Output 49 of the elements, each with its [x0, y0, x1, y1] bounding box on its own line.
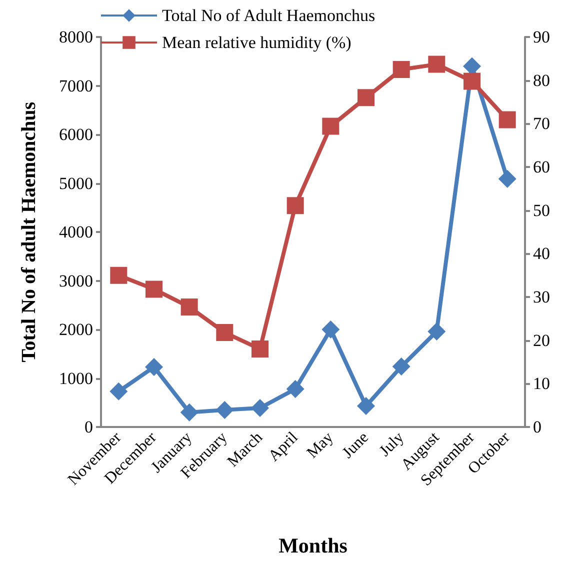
y-tick-label: 2000 [59, 320, 93, 339]
legend-label: Total No of Adult Haemonchus [162, 6, 376, 25]
x-tick-label: July [376, 428, 408, 460]
point [286, 380, 304, 398]
y-tick-label: 1000 [59, 368, 93, 388]
point [216, 324, 234, 342]
point [180, 298, 198, 316]
point [428, 56, 446, 73]
y-tick-label: 0 [84, 418, 93, 436]
y-tick-label: 7000 [59, 76, 93, 96]
point [110, 266, 128, 284]
y2-tick-label: 50 [533, 200, 550, 220]
point [252, 340, 268, 358]
y-tick-label: 4000 [59, 222, 93, 242]
point [146, 280, 162, 298]
y2-tick-label: 40 [533, 244, 550, 264]
point [392, 358, 410, 376]
point [251, 398, 269, 417]
point [392, 61, 410, 78]
y-tick-label: 5000 [59, 174, 93, 193]
point [498, 111, 516, 128]
point [216, 400, 234, 419]
y2-tick-label: 20 [533, 330, 550, 350]
y2-tick-label: 60 [533, 158, 550, 176]
point [358, 89, 374, 106]
y2-tick-label: 80 [533, 70, 550, 90]
x-axis-title: Months [278, 534, 348, 558]
point [180, 403, 198, 422]
x-tick-label: June [339, 428, 372, 462]
y2-tick-label: 0 [533, 418, 542, 436]
y2-tick-label: 30 [533, 288, 550, 306]
point [322, 320, 340, 338]
y-axis-title: Total No of adult Haemonchus [18, 102, 40, 362]
point [145, 358, 163, 376]
x-tick-label: May [304, 428, 337, 462]
y2-tick-label: 90 [533, 28, 550, 46]
point [428, 322, 446, 340]
point [498, 170, 516, 188]
legend-label: Mean relative humidity (%) [162, 33, 352, 52]
y2-tick-label: 10 [533, 374, 550, 394]
point [322, 118, 340, 135]
y2-tick-label: 70 [533, 114, 550, 134]
point [357, 397, 375, 416]
y-tick-label: 6000 [59, 125, 93, 144]
y-tick-label: 3000 [59, 271, 93, 290]
point [110, 382, 128, 400]
y-tick-label: 8000 [59, 28, 93, 46]
point [286, 197, 304, 214]
point [464, 72, 480, 90]
